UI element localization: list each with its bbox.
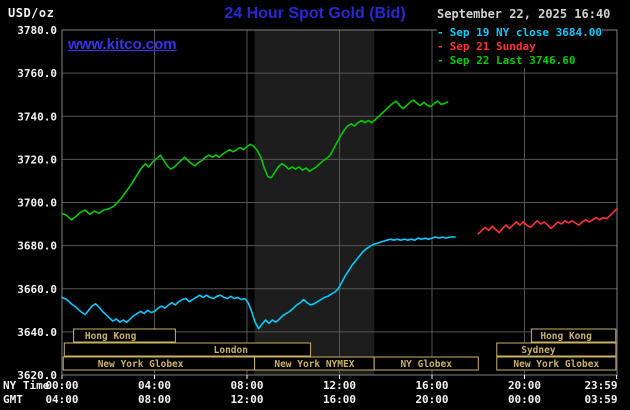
- svg-text:12:00: 12:00: [230, 393, 263, 406]
- grid-layer: [62, 29, 617, 376]
- unit-label: USD/oz: [8, 6, 55, 20]
- svg-text:3680.0: 3680.0: [17, 240, 57, 253]
- market-sessions-layer: Hong Kong Hong Kong London Sydney New York G…: [62, 328, 617, 371]
- svg-text:Hong Kong: Hong Kong: [540, 331, 592, 342]
- svg-text:NY Globex: NY Globex: [400, 359, 452, 370]
- svg-text:00:00: 00:00: [45, 379, 78, 392]
- page-title: 24 Hour Spot Gold (Bid): [224, 5, 406, 22]
- svg-text:3660.0: 3660.0: [17, 283, 57, 296]
- svg-text:New York Globex: New York Globex: [513, 359, 599, 370]
- svg-text:12:00: 12:00: [323, 379, 356, 392]
- svg-text:20:00: 20:00: [508, 379, 541, 392]
- series-layer: [61, 99, 618, 330]
- svg-text:New York Globex: New York Globex: [98, 359, 184, 370]
- svg-text:08:00: 08:00: [138, 393, 171, 406]
- svg-text:NY Time: NY Time: [3, 379, 50, 392]
- legend-label-sep19: Sep 19 NY close 3684.00: [449, 26, 602, 39]
- svg-text:04:00: 04:00: [45, 393, 78, 406]
- svg-text:08:00: 08:00: [230, 379, 263, 392]
- svg-text:3780.0: 3780.0: [17, 24, 57, 37]
- legend-label-sep22: Sep 22 Last 3746.60: [449, 54, 576, 67]
- legend-item-sep22: - Sep 22 Last 3746.60: [437, 54, 602, 68]
- svg-text:00:00: 00:00: [508, 393, 541, 406]
- svg-text:London: London: [214, 345, 248, 356]
- svg-text:3640.0: 3640.0: [17, 326, 57, 339]
- chart-datetime: September 22, 2025 16:40: [437, 7, 611, 21]
- svg-text:Sydney: Sydney: [521, 345, 556, 356]
- svg-text:3760.0: 3760.0: [17, 67, 57, 80]
- legend-item-sep21: - Sep 21 Sunday: [437, 40, 602, 54]
- axis-labels-layer: 3780.0 3760.0 3740.0 3720.0 3700.0 3680.0 3660…: [3, 24, 618, 406]
- svg-text:16:00: 16:00: [323, 393, 356, 406]
- svg-text:03:59: 03:59: [584, 393, 617, 406]
- series-sep22: [61, 99, 449, 221]
- svg-text:20:00: 20:00: [415, 393, 448, 406]
- svg-text:23:59: 23:59: [584, 379, 617, 392]
- series-sep19: [61, 236, 456, 330]
- legend-marker-sep22-icon: -: [437, 54, 444, 67]
- svg-text:16:00: 16:00: [415, 379, 448, 392]
- legend-marker-sep21-icon: -: [437, 40, 444, 53]
- svg-text:New York NYMEX: New York NYMEX: [274, 359, 354, 370]
- svg-text:04:00: 04:00: [138, 379, 171, 392]
- svg-text:Hong Kong: Hong Kong: [85, 331, 137, 342]
- series-sep21: [477, 208, 618, 235]
- legend-label-sep21: Sep 21 Sunday: [449, 40, 536, 53]
- svg-text:3620.0: 3620.0: [17, 369, 57, 382]
- svg-text:3700.0: 3700.0: [17, 197, 57, 210]
- legend-marker-sep19-icon: -: [437, 26, 444, 39]
- svg-text:3720.0: 3720.0: [17, 153, 57, 166]
- svg-text:GMT: GMT: [3, 393, 23, 406]
- legend-item-sep19: - Sep 19 NY close 3684.00: [437, 26, 602, 40]
- kitco-link[interactable]: www.kitco.com: [68, 36, 177, 53]
- svg-text:3740.0: 3740.0: [17, 110, 57, 123]
- legend: - Sep 19 NY close 3684.00 - Sep 21 Sunday …: [437, 26, 602, 68]
